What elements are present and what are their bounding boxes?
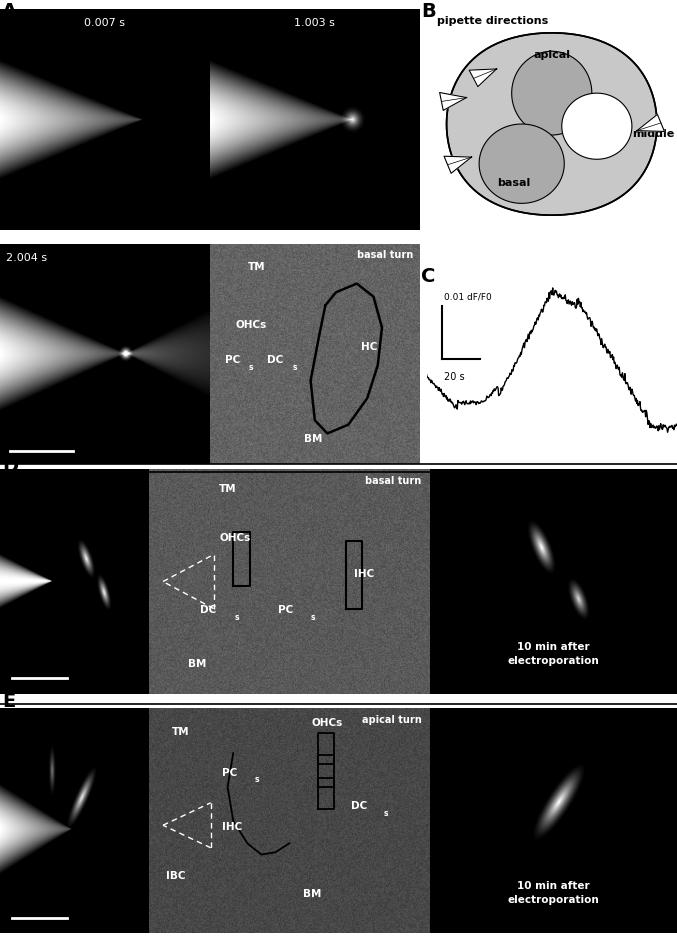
Polygon shape — [637, 114, 664, 131]
Text: TM: TM — [248, 263, 265, 272]
Polygon shape — [444, 157, 472, 174]
Text: PC: PC — [278, 605, 293, 615]
Polygon shape — [447, 33, 657, 215]
Text: D: D — [2, 457, 18, 476]
Text: OHCs: OHCs — [312, 719, 343, 728]
Polygon shape — [562, 93, 632, 159]
Text: OHCs: OHCs — [219, 533, 250, 543]
Text: C: C — [421, 267, 435, 286]
Polygon shape — [479, 124, 565, 204]
Text: A: A — [2, 2, 17, 21]
Text: 10 min after
electroporation: 10 min after electroporation — [508, 881, 599, 905]
Text: PC: PC — [222, 767, 237, 778]
Text: 0.007 s: 0.007 s — [85, 18, 125, 28]
Text: OHCs: OHCs — [235, 320, 266, 329]
Polygon shape — [439, 93, 466, 111]
Text: HC: HC — [361, 341, 377, 352]
Text: 1.003 s: 1.003 s — [294, 18, 335, 28]
Text: TM: TM — [171, 727, 189, 737]
Text: DC: DC — [267, 355, 283, 365]
Text: s: s — [292, 362, 297, 371]
Text: apical turn: apical turn — [362, 715, 422, 725]
Text: BM: BM — [188, 659, 206, 669]
Text: s: s — [311, 613, 315, 622]
Text: DC: DC — [200, 605, 216, 615]
Text: TM: TM — [219, 483, 237, 493]
Text: s: s — [255, 776, 259, 784]
Text: BM: BM — [303, 889, 322, 900]
Text: PC: PC — [225, 355, 240, 365]
Text: basal turn: basal turn — [365, 476, 422, 486]
Text: 10 min after
electroporation: 10 min after electroporation — [508, 642, 599, 666]
Text: IBC: IBC — [166, 871, 185, 882]
Text: BM: BM — [305, 434, 323, 445]
Text: 2.004 s: 2.004 s — [6, 252, 47, 263]
Text: B: B — [421, 2, 436, 21]
Text: 0.01 dF/F0: 0.01 dF/F0 — [444, 293, 492, 301]
Text: DC: DC — [351, 801, 368, 811]
Text: basal: basal — [498, 177, 531, 188]
Text: IHC: IHC — [354, 569, 374, 579]
Text: pipette directions: pipette directions — [437, 16, 548, 26]
Text: s: s — [248, 362, 253, 371]
Text: s: s — [384, 809, 388, 818]
Text: IHC: IHC — [222, 822, 242, 832]
Text: apical: apical — [533, 50, 570, 60]
Polygon shape — [469, 68, 497, 86]
Text: basal turn: basal turn — [357, 250, 414, 261]
Text: 20 s: 20 s — [444, 371, 464, 382]
Text: middle: middle — [632, 129, 674, 139]
Polygon shape — [512, 52, 592, 135]
Text: s: s — [235, 613, 239, 622]
Text: E: E — [2, 692, 16, 711]
